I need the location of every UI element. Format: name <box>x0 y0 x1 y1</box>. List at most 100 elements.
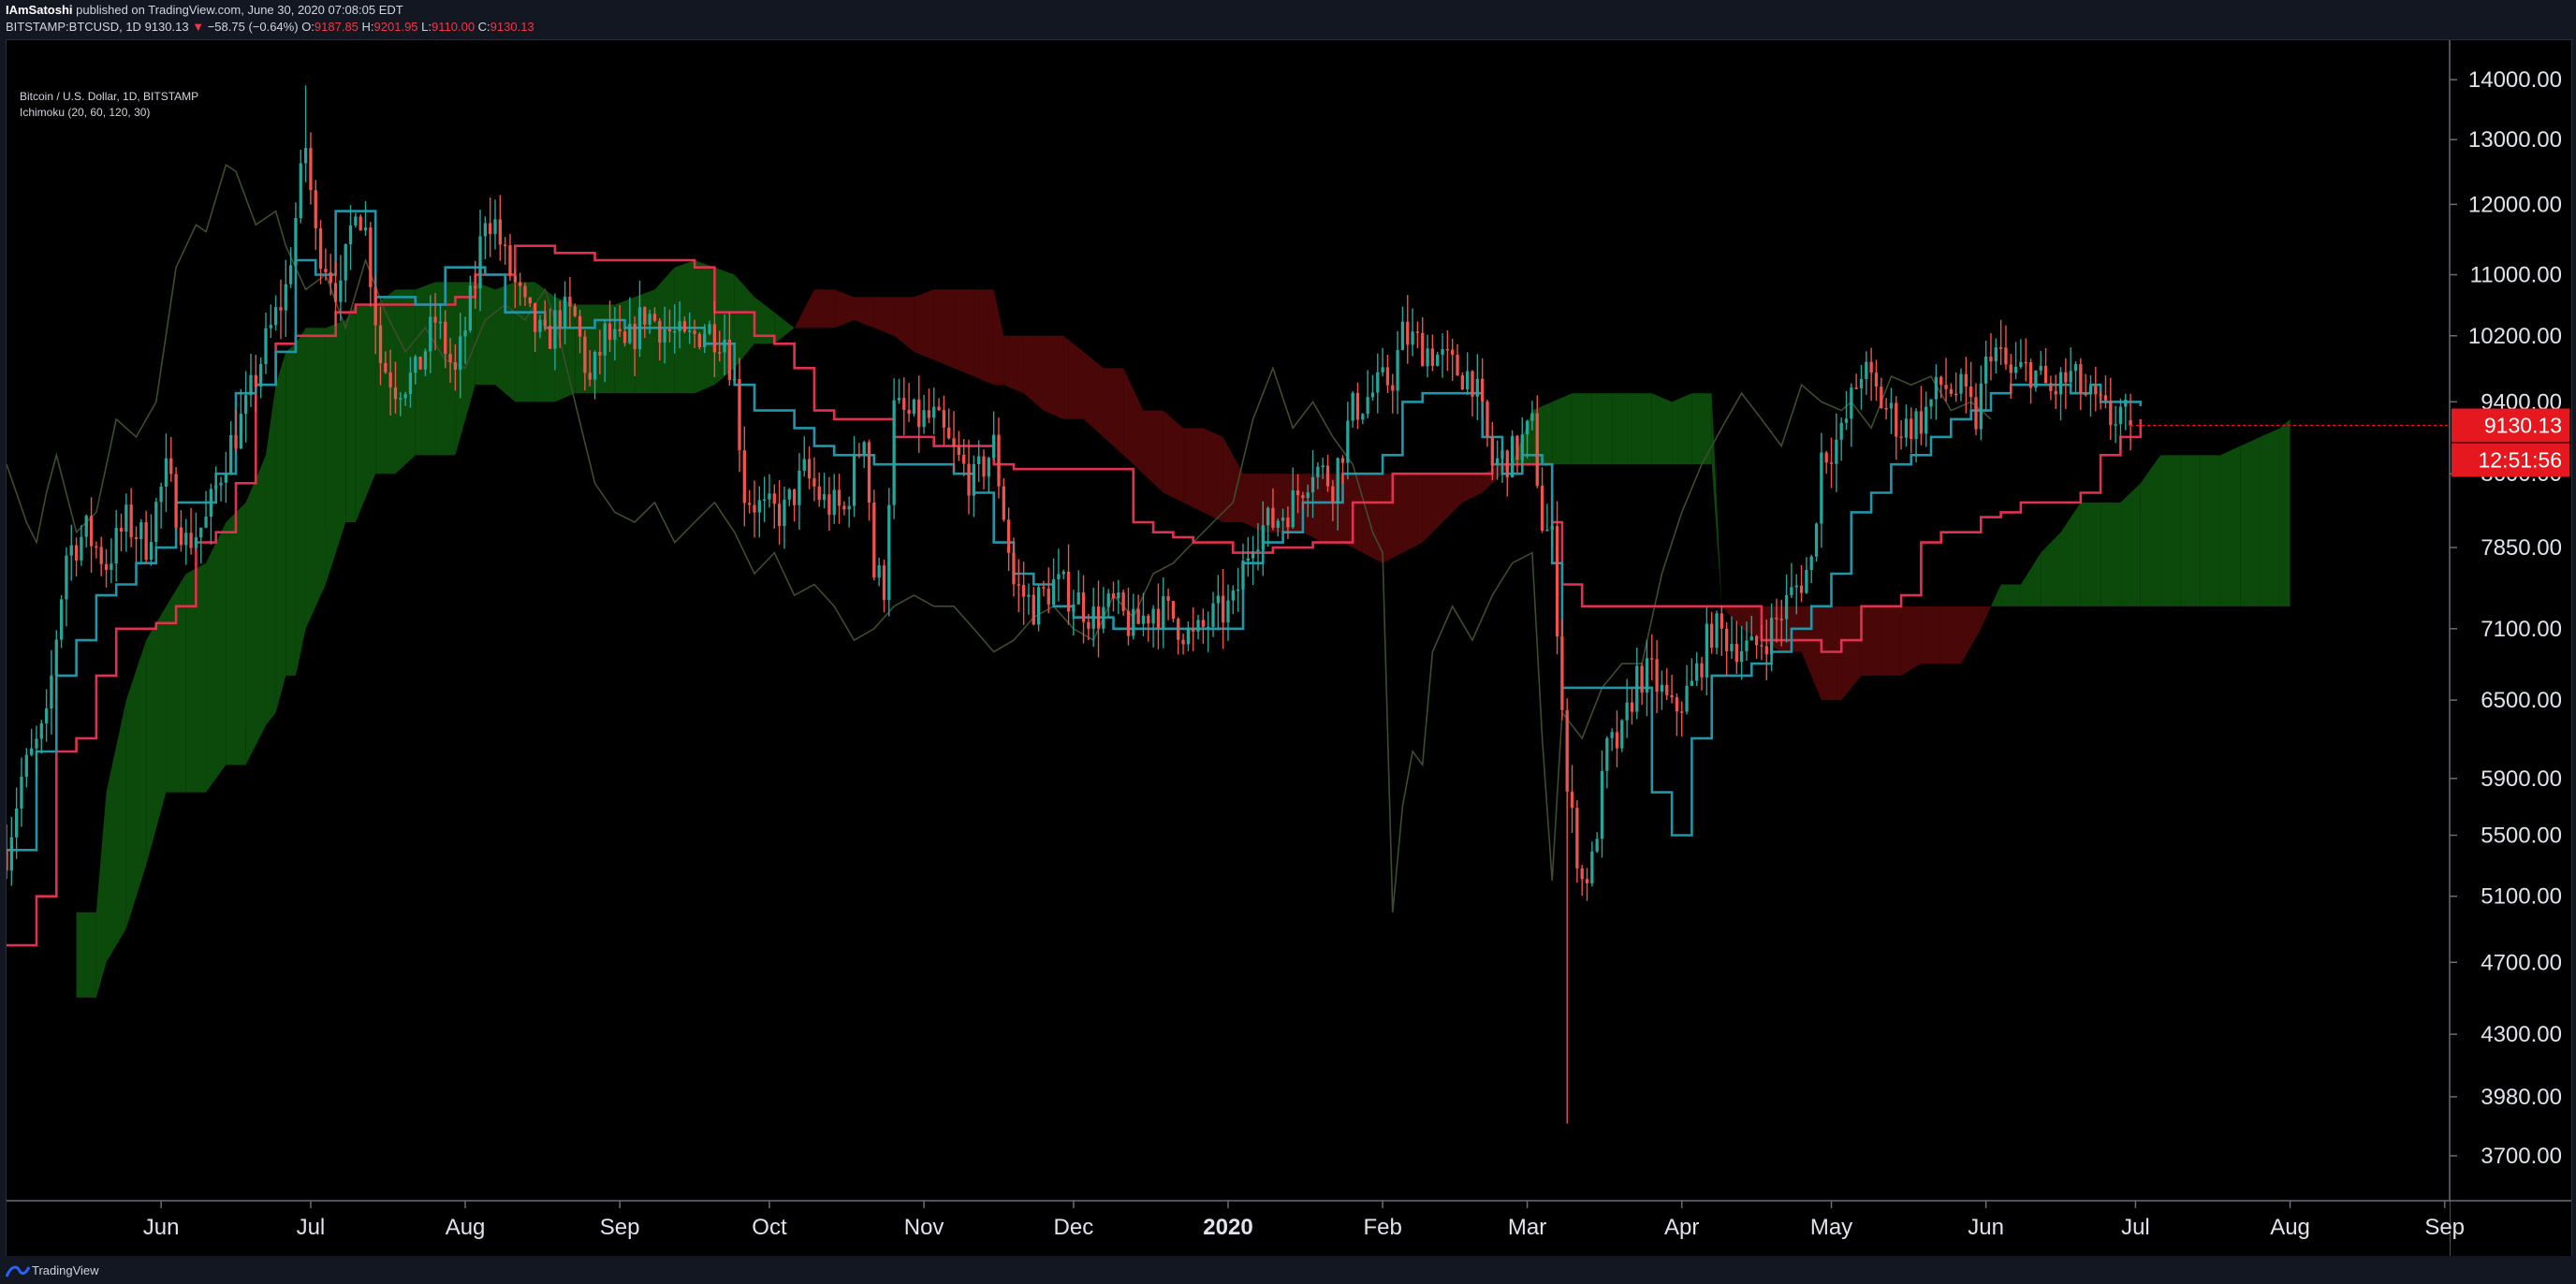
candle-body <box>508 244 512 276</box>
candle-body <box>2009 364 2012 373</box>
candle-body <box>1645 658 1649 693</box>
price-axis[interactable]: 14000.00 13000.00 12000.00 11000.00 10200.00… <box>2449 40 2571 1257</box>
candle-body <box>762 499 767 502</box>
indicator-label[interactable]: Ichimoku (20, 60, 120, 30) <box>20 106 151 119</box>
candle-body <box>1340 458 1345 463</box>
price-tick-label: 11000.00 <box>2470 263 2562 288</box>
candle-body <box>997 434 1001 487</box>
candle-body <box>1784 594 1789 620</box>
candle-body <box>1844 418 1849 423</box>
cloud-bull-segment <box>2120 483 2141 606</box>
candle-body <box>1660 684 1664 693</box>
candle-body <box>1630 702 1634 712</box>
candle-body <box>2109 400 2113 426</box>
published-text: published on TradingView.com, June 30, 2… <box>76 3 403 17</box>
candle-body <box>2079 364 2083 394</box>
candle-body <box>1545 529 1549 532</box>
base-line-group <box>7 244 2143 947</box>
candle-body <box>603 323 607 356</box>
cloud-bear-segment <box>993 289 1004 386</box>
candle-body <box>314 190 317 229</box>
chart-legend: Bitcoin / U.S. Dollar, 1D, BITSTAMP Ichi… <box>20 89 198 121</box>
candle-body <box>1475 378 1479 397</box>
time-tick-label: Jul <box>2121 1215 2150 1240</box>
time-axis-bg <box>7 1201 2450 1257</box>
candle-body <box>104 563 109 570</box>
candle-body <box>1460 375 1464 390</box>
candle-body <box>1880 387 1883 408</box>
candle-body <box>548 326 552 349</box>
cloud-bull-segment <box>1572 393 1592 465</box>
candle-body <box>273 307 278 326</box>
tradingview-logo-icon[interactable] <box>6 1263 30 1278</box>
cloud-bull-segment <box>395 289 416 474</box>
cloud-bear-segment <box>1940 606 1961 664</box>
candle-body <box>772 493 776 504</box>
candle-body <box>50 675 53 709</box>
candle-body <box>643 307 647 325</box>
candle-body <box>214 485 218 489</box>
candle-body <box>1959 373 1963 394</box>
candle-body <box>303 148 308 164</box>
time-tick-label: Dec <box>1054 1215 1094 1240</box>
candle-body <box>1610 732 1614 738</box>
candle-body <box>1102 606 1105 629</box>
candle-body <box>847 505 851 510</box>
cloud-bull-segment <box>475 282 495 386</box>
candle-body <box>2129 420 2132 426</box>
candle-body <box>2028 362 2033 388</box>
candle-body <box>697 333 702 348</box>
candle-body <box>1436 354 1440 366</box>
cloud-bull-segment <box>95 792 107 998</box>
candle-body <box>468 285 473 331</box>
candle-body <box>15 808 19 838</box>
cloud-bull-segment <box>754 297 775 344</box>
candle-body <box>259 363 263 387</box>
candle-body <box>1162 596 1165 629</box>
symbol-label: BITSTAMP:BTCUSD, 1D <box>6 20 141 34</box>
candle-body <box>1914 411 1918 440</box>
price-chart[interactable]: 14000.00 13000.00 12000.00 11000.00 10200.00… <box>7 40 2571 1257</box>
candle-body <box>1421 332 1425 367</box>
candle-body <box>99 547 103 564</box>
cloud-bull-segment <box>2000 584 2021 606</box>
candle-body <box>1665 684 1669 695</box>
candle-body <box>1754 635 1759 646</box>
candle-body <box>1650 658 1654 660</box>
candle-body <box>54 639 58 676</box>
candle-body <box>827 494 831 516</box>
candle-body <box>408 372 413 395</box>
cloud-bull-segment <box>2200 455 2220 606</box>
candle-body <box>2084 393 2087 396</box>
candle-body <box>1695 663 1699 681</box>
time-axis[interactable]: Jun Jul Aug Sep Oct Nov Dec 2020 Feb Mar Apr May Jun… <box>7 1200 2571 1257</box>
candle-body <box>1021 584 1026 597</box>
candle-body <box>817 486 821 501</box>
candle-body <box>777 503 782 527</box>
candle-body <box>264 328 268 364</box>
candle-body <box>1177 619 1180 640</box>
candle-body <box>867 442 871 503</box>
candle-body <box>2124 399 2128 407</box>
candle-body <box>1181 639 1185 645</box>
cloud-bear-segment <box>1961 606 1982 664</box>
cloud-bear-segment <box>1103 368 1124 456</box>
symbol-title[interactable]: Bitcoin / U.S. Dollar, 1D, BITSTAMP <box>20 90 199 103</box>
candle-body <box>1306 492 1310 499</box>
candle-body <box>204 517 208 528</box>
candle-body <box>2054 390 2057 395</box>
author-name[interactable]: IAmSatoshi <box>6 3 73 17</box>
chart-area[interactable]: 14000.00 13000.00 12000.00 11000.00 10200.00… <box>6 39 2572 1258</box>
tradingview-brand[interactable]: TradingView <box>32 1263 99 1277</box>
candle-body <box>982 456 986 477</box>
cloud-bear-segment <box>973 289 994 386</box>
candle-body <box>1854 387 1858 389</box>
candle-body <box>324 269 328 272</box>
candle-body <box>1675 697 1679 712</box>
candle-body <box>74 545 79 561</box>
time-tick-label: Jul <box>297 1215 326 1240</box>
cloud-bear-segment <box>1881 606 1902 676</box>
candle-body <box>1471 371 1474 397</box>
candle-body <box>2118 406 2123 425</box>
time-tick-label: Feb <box>1363 1215 1401 1240</box>
